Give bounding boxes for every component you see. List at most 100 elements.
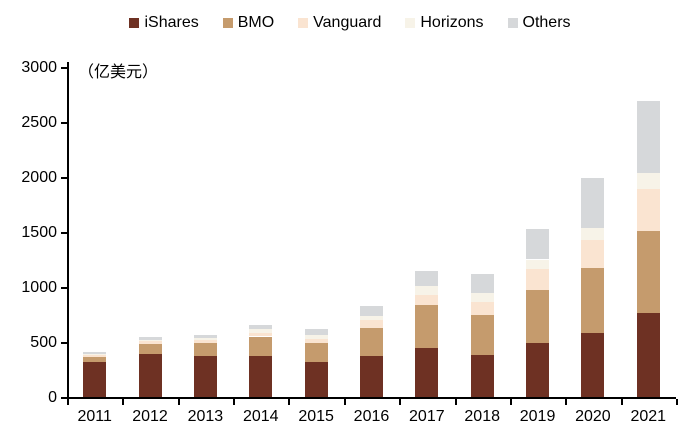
bar-2017-bmo <box>415 305 439 349</box>
bar-2013-horizons <box>193 338 217 341</box>
bar-2013-vanguard <box>193 340 217 344</box>
bar-2014-horizons <box>249 329 273 333</box>
bar-2011-vanguard <box>83 355 107 358</box>
chart-legend: iShares BMO Vanguard Horizons Others <box>0 14 700 32</box>
y-axis-tick <box>61 177 67 179</box>
legend-item-vanguard: Vanguard <box>298 14 381 32</box>
bar-2012-bmo <box>138 343 162 355</box>
x-axis-label-2020: 2020 <box>575 408 611 425</box>
y-axis-tick <box>61 67 67 69</box>
bar-2011-others <box>83 352 107 355</box>
bar-2017-others <box>415 270 439 287</box>
x-axis-tick <box>288 399 291 405</box>
bar-2021-horizons <box>636 172 660 190</box>
x-axis-tick <box>399 399 402 405</box>
legend-item-horizons: Horizons <box>405 14 484 32</box>
x-axis-tick <box>67 399 69 405</box>
bar-2012-others <box>138 337 162 340</box>
bar-2017-ishares <box>415 348 439 397</box>
y-axis-line <box>67 62 69 399</box>
x-axis-tick <box>122 399 125 405</box>
bar-2020-ishares <box>581 332 605 397</box>
legend-swatch-icon <box>129 18 140 28</box>
bar-2021-bmo <box>636 230 660 313</box>
y-axis-tick-label: 2000 <box>21 169 57 186</box>
y-axis-tick <box>61 232 67 234</box>
bar-2013-bmo <box>193 343 217 356</box>
bar-2012-vanguard <box>138 341 162 344</box>
bar-2021-others <box>636 101 660 173</box>
bar-2011-ishares <box>83 362 107 397</box>
legend-label: BMO <box>237 14 275 31</box>
bar-2016-horizons <box>359 315 383 320</box>
legend-item-others: Others <box>507 14 571 32</box>
legend-swatch-icon <box>298 18 309 28</box>
bar-2020-bmo <box>581 268 605 333</box>
x-axis-label-2019: 2019 <box>519 408 556 425</box>
bar-2013-ishares <box>193 355 217 397</box>
bar-2013-others <box>193 334 217 339</box>
y-axis-tick <box>61 287 67 289</box>
bar-2019-vanguard <box>526 268 550 290</box>
bar-2015-vanguard <box>304 338 328 344</box>
bar-2016-ishares <box>359 356 383 397</box>
x-axis-tick <box>509 399 512 405</box>
x-axis-tick <box>343 399 346 405</box>
y-axis-tick <box>61 397 67 399</box>
bar-2019-horizons <box>526 259 550 269</box>
y-axis-tick-label: 3000 <box>21 59 57 76</box>
bar-2018-others <box>470 274 494 294</box>
x-axis-label-2018: 2018 <box>464 408 500 425</box>
x-axis-tick <box>177 399 180 405</box>
y-axis-tick-label: 500 <box>30 334 57 351</box>
y-axis-tick <box>61 122 67 124</box>
bar-2011-bmo <box>83 357 107 363</box>
bar-2020-vanguard <box>581 240 605 269</box>
x-axis-line <box>67 397 676 399</box>
bar-2017-vanguard <box>415 294 439 306</box>
y-axis-tick-label: 1500 <box>21 224 57 241</box>
bar-2015-ishares <box>304 362 328 397</box>
legend-label: Horizons <box>420 14 484 31</box>
bar-2014-ishares <box>249 356 273 397</box>
bar-2018-bmo <box>470 315 494 355</box>
x-axis-label-2011: 2011 <box>77 408 112 425</box>
bar-2015-others <box>304 329 328 336</box>
bar-2014-others <box>249 324 273 330</box>
bar-2014-bmo <box>249 336 273 357</box>
x-axis-label-2021: 2021 <box>630 408 667 425</box>
bar-2018-vanguard <box>470 301 494 316</box>
bar-2019-others <box>526 228 550 260</box>
x-axis-label-2012: 2012 <box>132 408 168 425</box>
bar-2016-vanguard <box>359 320 383 329</box>
y-axis-unit-label: （亿美元） <box>78 64 159 81</box>
x-axis-tick <box>675 399 678 405</box>
bar-2019-bmo <box>526 289 550 343</box>
bar-2011-horizons <box>83 354 107 356</box>
x-axis-label-2013: 2013 <box>187 408 224 425</box>
legend-swatch-icon <box>405 18 416 28</box>
bar-2020-horizons <box>581 227 605 241</box>
bar-2021-vanguard <box>636 189 660 231</box>
x-axis-tick <box>620 399 623 405</box>
legend-swatch-icon <box>222 18 233 28</box>
bar-2017-horizons <box>415 286 439 295</box>
bar-2016-bmo <box>359 328 383 357</box>
legend-item-ishares: iShares <box>129 14 199 32</box>
y-axis-tick-label: 1000 <box>21 279 57 296</box>
legend-label: Vanguard <box>313 14 382 31</box>
x-axis-label-2015: 2015 <box>298 408 334 425</box>
legend-label: Others <box>522 14 571 31</box>
bar-2019-ishares <box>526 342 550 397</box>
y-axis-tick-label: 2500 <box>21 114 57 131</box>
x-axis-tick <box>233 399 236 405</box>
legend-item-bmo: BMO <box>222 14 275 32</box>
x-axis-label-2017: 2017 <box>409 408 445 425</box>
x-axis-label-2014: 2014 <box>242 408 279 425</box>
bar-2021-ishares <box>636 312 660 397</box>
bar-2014-vanguard <box>249 332 273 337</box>
x-axis-tick <box>565 399 568 405</box>
bar-2018-ishares <box>470 354 494 397</box>
